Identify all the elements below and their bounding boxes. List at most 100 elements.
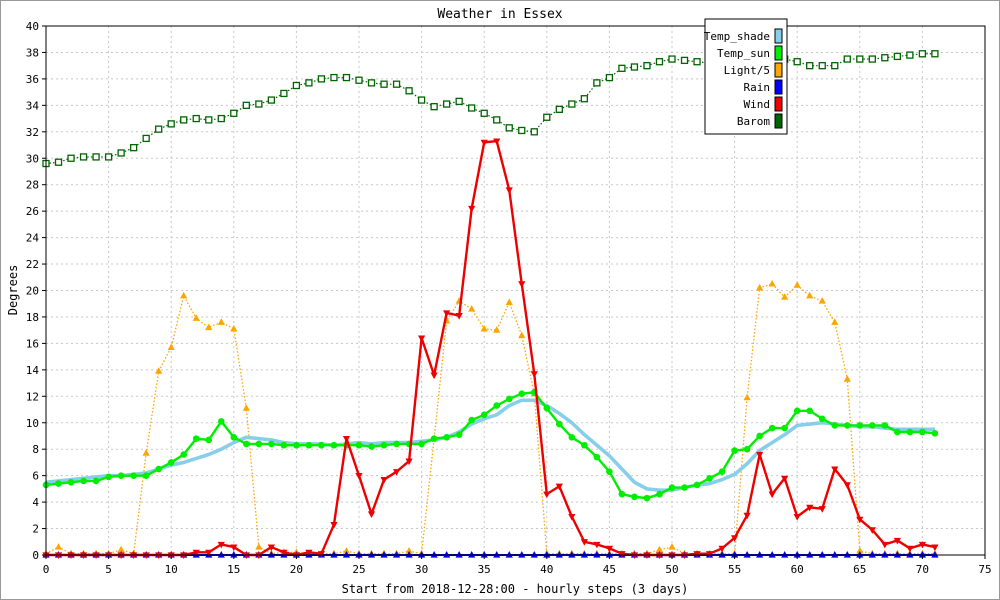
temp-sun-point <box>180 451 188 458</box>
x-tick-label: 75 <box>978 563 991 576</box>
light-5-point <box>480 324 488 332</box>
wind-point <box>355 473 363 480</box>
rain-point <box>793 551 801 558</box>
barom-point <box>530 128 538 136</box>
temp-sun-point <box>155 465 162 473</box>
wind-point <box>843 482 851 489</box>
legend-box <box>704 18 788 135</box>
x-tick-label: 70 <box>916 563 929 576</box>
x-tick-label: 25 <box>352 563 365 576</box>
wind-point <box>392 469 401 476</box>
wind-point <box>430 372 438 380</box>
x-tick-label: 15 <box>227 563 240 576</box>
temp-sun-point <box>843 422 851 429</box>
wind-point <box>468 205 476 213</box>
temp-sun-point <box>618 490 626 498</box>
temp-sun-point <box>192 435 200 442</box>
y-axis-label: Degrees <box>6 265 20 316</box>
temp-sun-point <box>455 431 463 438</box>
rain-point <box>418 551 426 558</box>
temp-sun-point <box>931 430 939 437</box>
x-tick-label: 10 <box>165 563 178 576</box>
light-5-point <box>856 547 864 554</box>
y-tick-label: 36 <box>26 73 39 86</box>
temp-sun-point <box>380 441 388 449</box>
barom-point <box>267 96 276 104</box>
wind-point <box>205 549 213 557</box>
light-5-point <box>255 543 263 550</box>
temp-sun-point <box>743 445 751 453</box>
temp-sun-point <box>606 468 613 475</box>
legend-swatch-temp-shade <box>774 28 783 44</box>
temp-sun-point <box>919 428 926 436</box>
temp-sun-point <box>869 422 876 429</box>
barom-point <box>455 97 463 106</box>
barom-point <box>380 80 388 88</box>
barom-point <box>417 96 426 104</box>
wind-point <box>142 552 150 559</box>
temp-sun-point <box>643 494 651 502</box>
rain-point <box>555 551 563 558</box>
wind-point <box>543 491 551 499</box>
wind-point <box>768 491 776 499</box>
rain-point <box>468 551 476 558</box>
chart-title: Weather in Essex <box>437 7 562 22</box>
light-5-point <box>342 547 351 554</box>
temp-sun-point <box>831 422 839 429</box>
wind-point <box>806 504 814 512</box>
barom-point <box>605 73 614 82</box>
wind-point <box>342 436 351 443</box>
light-5-point <box>242 404 250 411</box>
temp-sun-point <box>505 395 513 403</box>
legend-label-temp-sun: Temp_sun <box>717 47 770 60</box>
barom-point <box>468 104 476 112</box>
barom-point <box>618 64 626 72</box>
temp-sun-point <box>255 440 263 448</box>
barom-point <box>54 158 63 166</box>
y-tick-label: 22 <box>26 258 39 271</box>
light-5-point <box>756 283 764 291</box>
y-tick-label: 24 <box>26 232 40 245</box>
wind-point <box>217 541 225 549</box>
wind-point <box>893 537 901 545</box>
wind-point <box>868 527 876 534</box>
wind-point <box>655 552 664 559</box>
barom-point <box>493 116 501 124</box>
temp-sun-point <box>443 433 450 441</box>
rain-point <box>831 551 839 558</box>
barom-point <box>918 50 927 58</box>
barom-point <box>155 125 163 133</box>
barom-point <box>593 79 601 87</box>
barom-point <box>906 51 914 59</box>
barom-point <box>505 124 513 132</box>
temp-sun-point <box>305 441 313 449</box>
light-5-point <box>806 291 814 299</box>
y-tick-label: 8 <box>32 443 39 456</box>
light-5-point <box>818 297 826 304</box>
wind-point <box>580 539 588 546</box>
legend-label-barom: Barom <box>737 115 770 128</box>
temp-sun-point <box>393 440 400 448</box>
wind-point <box>605 545 613 553</box>
temp-sun-point <box>568 433 576 441</box>
barom-point <box>430 103 438 111</box>
rain-point <box>843 551 851 558</box>
y-tick-label: 38 <box>26 46 39 59</box>
barom-point <box>630 63 639 71</box>
y-tick-label: 18 <box>26 311 39 324</box>
wind-point <box>793 514 801 521</box>
barom-point <box>668 55 676 63</box>
y-tick-label: 2 <box>32 523 39 536</box>
y-tick-label: 40 <box>26 20 39 33</box>
temp-sun-line <box>45 391 936 500</box>
temp-sun-point <box>806 407 814 415</box>
barom-point <box>67 154 75 162</box>
light-5-point <box>54 543 63 550</box>
temp-sun-point <box>55 480 62 487</box>
rain-point <box>918 551 926 558</box>
barom-point <box>881 54 889 62</box>
y-tick-label: 32 <box>26 126 39 139</box>
temp-sun-point <box>80 477 87 485</box>
light-5-point <box>505 298 513 306</box>
